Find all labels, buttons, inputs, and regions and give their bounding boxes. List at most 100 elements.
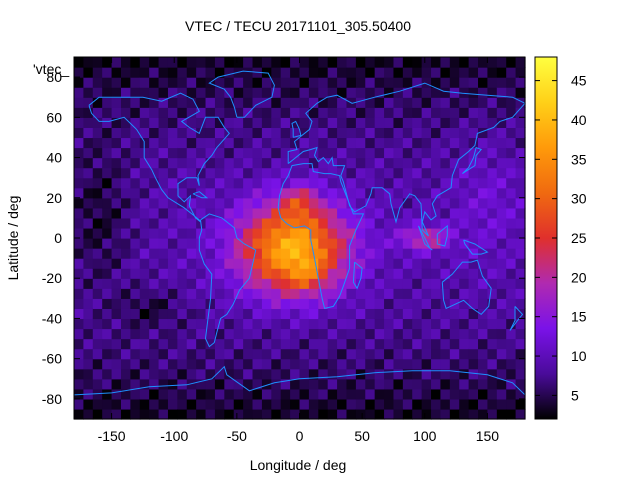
- heatmap-cell: [243, 358, 254, 370]
- heatmap-cell: [186, 338, 197, 350]
- heatmap-cell: [496, 358, 507, 370]
- heatmap-cell: [431, 378, 442, 390]
- heatmap-cell: [74, 157, 84, 169]
- heatmap-cell: [111, 288, 122, 299]
- heatmap-cell: [327, 248, 338, 259]
- heatmap-cell: [205, 268, 216, 279]
- heatmap-cell: [346, 318, 357, 330]
- heatmap-cell: [149, 107, 160, 118]
- heatmap-cell: [177, 248, 188, 259]
- heatmap-cell: [224, 238, 235, 249]
- heatmap-cell: [290, 318, 301, 330]
- heatmap-cell: [102, 398, 113, 410]
- heatmap-cell: [449, 77, 460, 88]
- heatmap-cell: [280, 137, 291, 149]
- heatmap-cell: [374, 318, 385, 330]
- heatmap-cell: [449, 298, 460, 309]
- heatmap-cell: [337, 308, 348, 320]
- heatmap-cell: [355, 248, 366, 259]
- heatmap-cell: [271, 278, 282, 289]
- heatmap-cell: [92, 378, 103, 390]
- overlay-label: 'vtec_: [33, 61, 69, 77]
- heatmap-cell: [308, 378, 319, 390]
- heatmap-cell: [393, 127, 404, 139]
- heatmap-cell: [440, 107, 451, 118]
- heatmap-cell: [402, 268, 413, 279]
- heatmap-cell: [506, 127, 517, 139]
- heatmap-cell: [139, 338, 150, 350]
- heatmap-cell: [111, 227, 122, 239]
- x-tick-label: 150: [476, 428, 500, 444]
- heatmap-cell: [431, 328, 442, 340]
- heatmap-cell: [280, 177, 291, 189]
- heatmap-cell: [74, 298, 84, 309]
- heatmap-cell: [111, 167, 122, 179]
- heatmap-cell: [290, 398, 301, 410]
- heatmap-cell: [167, 398, 178, 410]
- heatmap-cell: [421, 388, 432, 400]
- heatmap-cell: [431, 288, 442, 299]
- heatmap-cell: [214, 278, 225, 289]
- heatmap-cell: [515, 358, 526, 370]
- heatmap-cell: [393, 338, 404, 350]
- heatmap-cell: [139, 378, 150, 390]
- heatmap-cell: [177, 217, 188, 229]
- heatmap-cell: [459, 197, 470, 209]
- heatmap-cell: [308, 107, 319, 118]
- heatmap-cell: [120, 197, 131, 209]
- heatmap-cell: [506, 207, 517, 219]
- heatmap-cell: [83, 77, 94, 88]
- y-tick-label: -20: [42, 270, 62, 286]
- heatmap-cell: [74, 248, 84, 259]
- heatmap-cell: [158, 167, 169, 179]
- heatmap-cell: [402, 147, 413, 159]
- heatmap-cell: [149, 227, 160, 239]
- heatmap-cell: [337, 288, 348, 299]
- heatmap-cell: [355, 167, 366, 179]
- heatmap-cell: [346, 137, 357, 149]
- heatmap-cell: [355, 217, 366, 229]
- heatmap-cell: [214, 207, 225, 219]
- heatmap-cell: [449, 278, 460, 289]
- heatmap-cell: [365, 238, 376, 249]
- heatmap-cell: [515, 127, 526, 139]
- heatmap-cell: [167, 197, 178, 209]
- heatmap-cell: [243, 378, 254, 390]
- heatmap-cell: [120, 107, 131, 118]
- heatmap-cell: [139, 358, 150, 370]
- heatmap-cell: [308, 318, 319, 330]
- heatmap-cell: [149, 358, 160, 370]
- heatmap-cell: [412, 258, 423, 269]
- heatmap-cell: [402, 167, 413, 179]
- heatmap-cell: [496, 227, 507, 239]
- heatmap-cell: [515, 227, 526, 239]
- heatmap-cell: [496, 288, 507, 299]
- heatmap-cell: [290, 248, 301, 259]
- heatmap-cell: [233, 157, 244, 169]
- heatmap-cell: [449, 207, 460, 219]
- heatmap-cell: [393, 77, 404, 88]
- heatmap-cell: [449, 248, 460, 259]
- heatmap-cell: [440, 308, 451, 320]
- heatmap-cell: [177, 127, 188, 139]
- heatmap-cell: [506, 227, 517, 239]
- heatmap-cell: [261, 338, 272, 350]
- heatmap-cell: [139, 278, 150, 289]
- heatmap-cell: [337, 117, 348, 128]
- heatmap-cell: [308, 328, 319, 340]
- heatmap-cell: [290, 147, 301, 159]
- heatmap-cell: [102, 318, 113, 330]
- heatmap-cell: [167, 288, 178, 299]
- heatmap-cell: [252, 97, 263, 108]
- heatmap-cell: [167, 368, 178, 380]
- heatmap-cell: [346, 167, 357, 179]
- heatmap-cell: [478, 268, 489, 279]
- heatmap-cell: [149, 248, 160, 259]
- heatmap-cell: [393, 197, 404, 209]
- heatmap-cell: [92, 268, 103, 279]
- heatmap-cell: [402, 318, 413, 330]
- heatmap-cell: [327, 127, 338, 139]
- heatmap-cell: [233, 338, 244, 350]
- heatmap-cell: [374, 117, 385, 128]
- heatmap-cell: [83, 217, 94, 229]
